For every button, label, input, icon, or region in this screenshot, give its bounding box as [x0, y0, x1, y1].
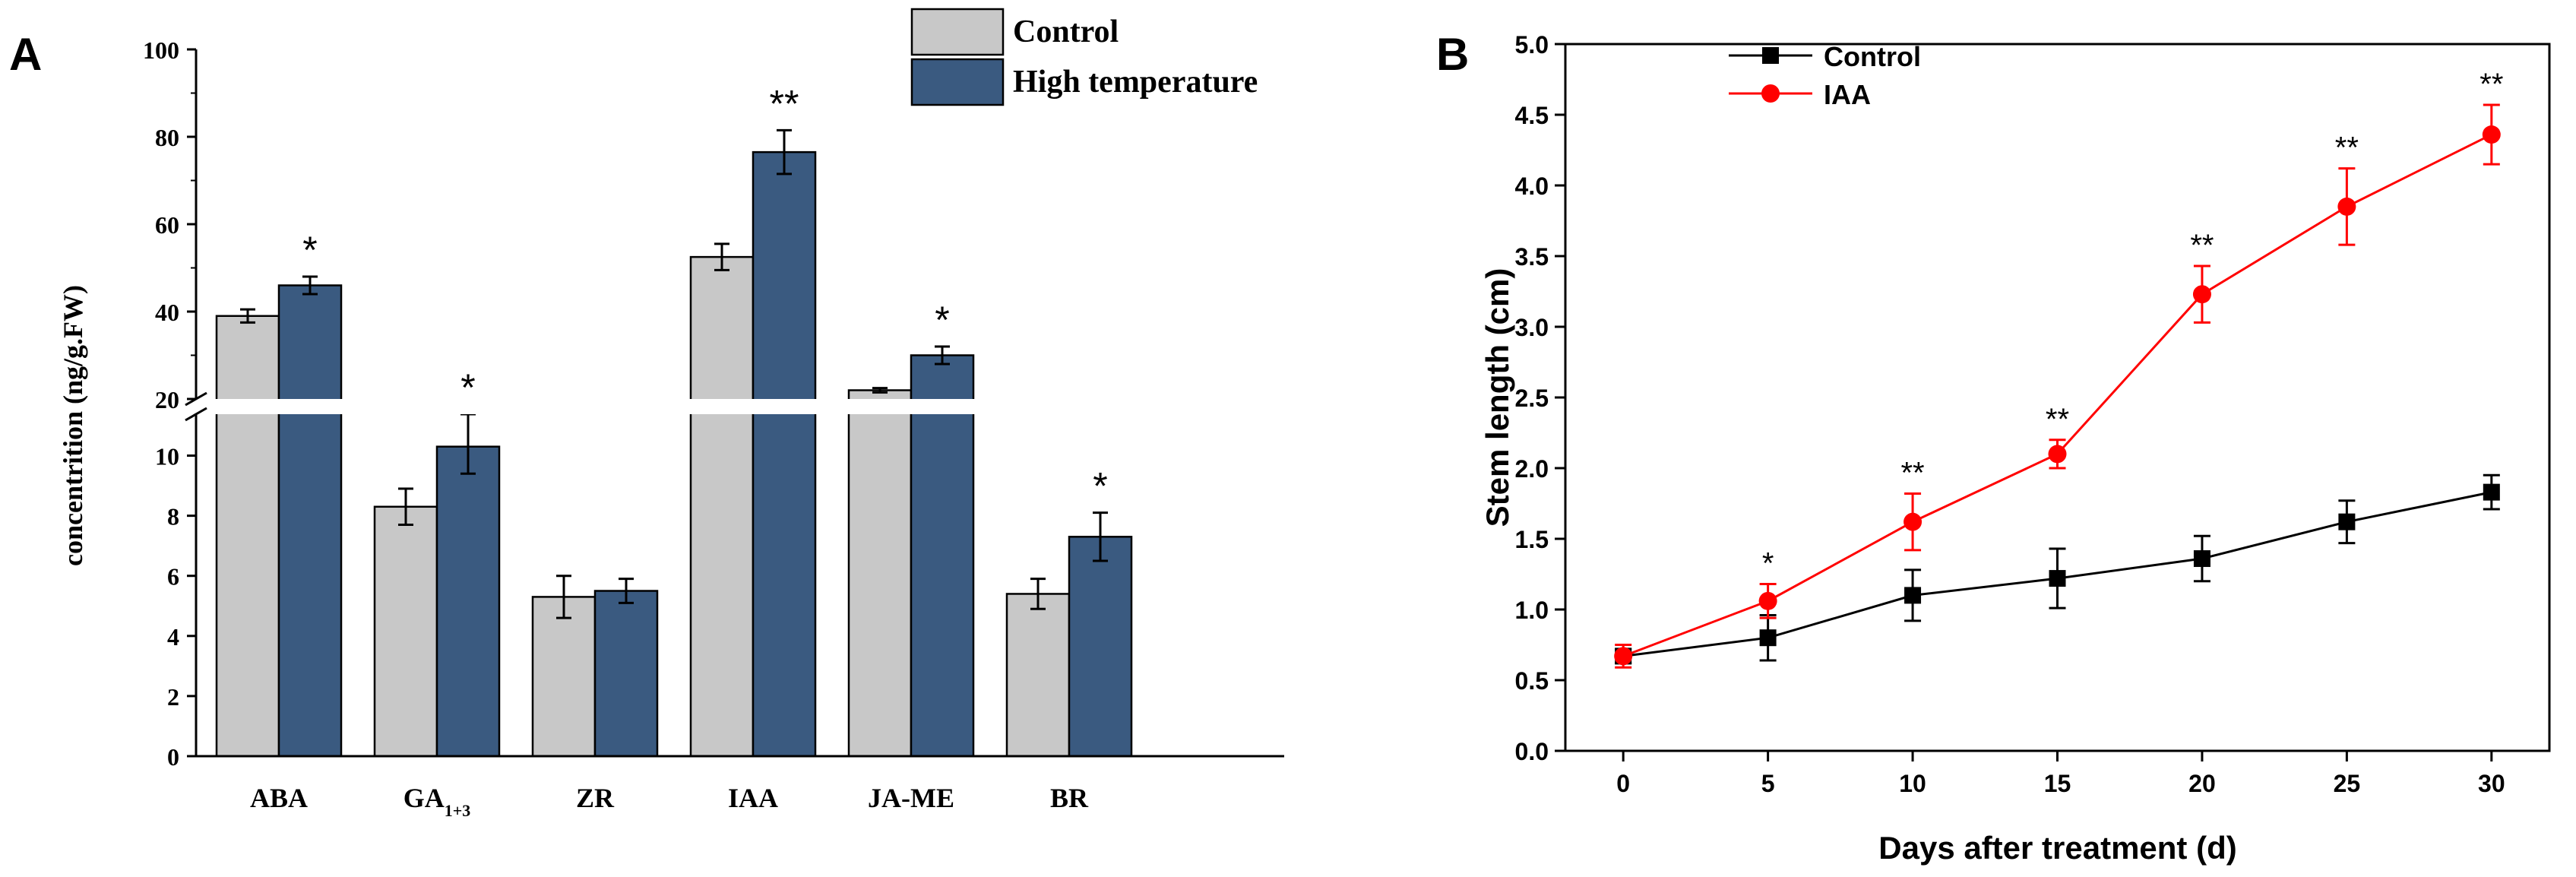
y-tick-label: 0.0	[1515, 738, 1549, 765]
y-tick-label: 10	[155, 443, 179, 470]
x-tick-label-zr: ZR	[576, 783, 615, 813]
legend-marker-control	[1762, 47, 1779, 64]
legend-label-control-b: Control	[1824, 41, 1921, 72]
line-series-group: ***********	[1614, 68, 2503, 669]
y-tick-label: 40	[155, 299, 179, 326]
y-tick-label: 4	[167, 623, 179, 651]
bar-zr-control	[531, 596, 597, 758]
data-point-control	[2193, 550, 2210, 568]
axis-break-mark	[185, 407, 207, 422]
legend-swatch-control	[910, 8, 1005, 56]
x-tick-label: 25	[2334, 770, 2361, 797]
bar-ga-control	[373, 505, 438, 758]
significance-marker: **	[2046, 403, 2069, 436]
y-tick-label: 2.5	[1515, 385, 1549, 412]
data-point-iaa	[1904, 512, 1923, 531]
x-tick-label-ja-me: JA-ME	[868, 783, 954, 813]
bar-aba-control	[215, 315, 280, 758]
bar-ja-me-high-temperature	[910, 354, 975, 758]
legend-a: Control High temperature	[910, 8, 1258, 106]
significance-marker: *	[302, 229, 317, 271]
x-axis-label-b: Days after treatment (d)	[1878, 830, 2236, 866]
x-tick-label-ga: GA1+3	[403, 783, 471, 820]
y-tick-label: 6	[167, 563, 179, 590]
x-tick-label: 0	[1616, 770, 1630, 797]
data-point-iaa	[1614, 647, 1633, 666]
significance-marker: **	[2479, 68, 2503, 101]
y-tick-label: 20	[155, 386, 179, 413]
data-point-control	[2338, 513, 2356, 530]
bar-zr-high-temperature	[593, 590, 659, 758]
x-tick-label-br: BR	[1050, 783, 1089, 813]
y-tick-label: 0.5	[1515, 667, 1549, 695]
bar-br-high-temperature	[1068, 536, 1133, 758]
legend-label-control: Control	[1013, 14, 1119, 49]
x-tick-label: 30	[2478, 770, 2505, 797]
y-tick-label: 0	[167, 743, 179, 771]
data-point-iaa	[1758, 591, 1777, 610]
axes-b: 0 5 10 15 20 25 30 0.0 0.5 1.0 1.5 2.0 2.5 3.0 3.5 4.0 4…	[1515, 31, 2505, 797]
data-point-control	[2483, 483, 2500, 501]
significance-marker: **	[2335, 131, 2359, 165]
significance-marker: **	[770, 82, 799, 125]
data-point-control	[1759, 629, 1777, 647]
bar-iaa-control	[689, 255, 755, 758]
panel-label-a: A	[9, 29, 42, 80]
y-tick-label: 4.5	[1515, 102, 1549, 129]
x-tick-label: 20	[2188, 770, 2216, 797]
y-axis-a: 0 2 4 6 8 10 20 40 60 80 100	[143, 36, 1284, 771]
data-point-iaa	[2048, 445, 2067, 464]
line-chart-panel-b: 0 5 10 15 20 25 30 0.0 0.5 1.0 1.5 2.0 2.5 3.0 3.5 4.0 4…	[1479, 31, 2551, 866]
y-axis-label-b: Stem length (cm)	[1479, 268, 1515, 527]
axis-break-gap	[195, 399, 1213, 414]
legend-label-high-temperature: High temperature	[1013, 65, 1258, 100]
data-point-iaa	[2192, 285, 2211, 304]
bar-aba-high-temperature	[277, 284, 343, 758]
bar-br-control	[1005, 593, 1071, 758]
data-point-control	[1904, 587, 1922, 604]
significance-marker: *	[1762, 547, 1774, 581]
significance-marker: **	[1900, 456, 1924, 489]
x-tick-label: 10	[1899, 770, 1926, 797]
bar-ga-high-temperature	[435, 445, 501, 758]
y-tick-label: 2	[167, 683, 179, 711]
significance-marker: *	[935, 299, 949, 341]
y-tick-label: 3.0	[1515, 314, 1549, 341]
y-tick-label: 8	[167, 503, 179, 530]
data-point-iaa	[2482, 125, 2501, 144]
y-tick-label: 3.5	[1515, 243, 1549, 271]
y-tick-label: 80	[155, 124, 179, 151]
x-tick-label-iaa: IAA	[728, 783, 778, 813]
y-axis-label-a: concentrition (ng/g.FW)	[58, 285, 88, 566]
significance-marker: **	[2190, 229, 2214, 262]
y-tick-label: 1.5	[1515, 526, 1549, 553]
x-tick-label-aba: ABA	[250, 783, 308, 813]
y-tick-label: 60	[155, 211, 179, 239]
legend-swatch-high-temperature	[910, 58, 1005, 106]
x-tick-labels-a: ABA GA1+3 ZR IAA JA-ME BR	[250, 783, 1089, 820]
significance-marker: *	[460, 366, 475, 409]
y-tick-label: 2.0	[1515, 455, 1549, 483]
bar-ja-me-control	[847, 389, 913, 758]
y-tick-label: 5.0	[1515, 31, 1549, 59]
y-tick-label: 100	[143, 36, 179, 64]
legend-label-iaa: IAA	[1824, 79, 1871, 110]
y-tick-label: 4.0	[1515, 173, 1549, 200]
legend-b: Control IAA	[1729, 41, 1921, 110]
legend-marker-iaa	[1761, 84, 1780, 103]
x-tick-label: 5	[1761, 770, 1775, 797]
x-tick-subscript: 1+3	[445, 801, 471, 820]
panel-label-b: B	[1436, 29, 1469, 80]
bar-iaa-high-temperature	[752, 150, 817, 758]
data-point-iaa	[2337, 197, 2356, 216]
bar-series-group: ******	[195, 82, 1213, 758]
data-point-control	[2049, 570, 2066, 587]
y-tick-label: 1.0	[1515, 597, 1549, 624]
x-tick-label: 15	[2044, 770, 2071, 797]
significance-marker: *	[1093, 465, 1107, 508]
